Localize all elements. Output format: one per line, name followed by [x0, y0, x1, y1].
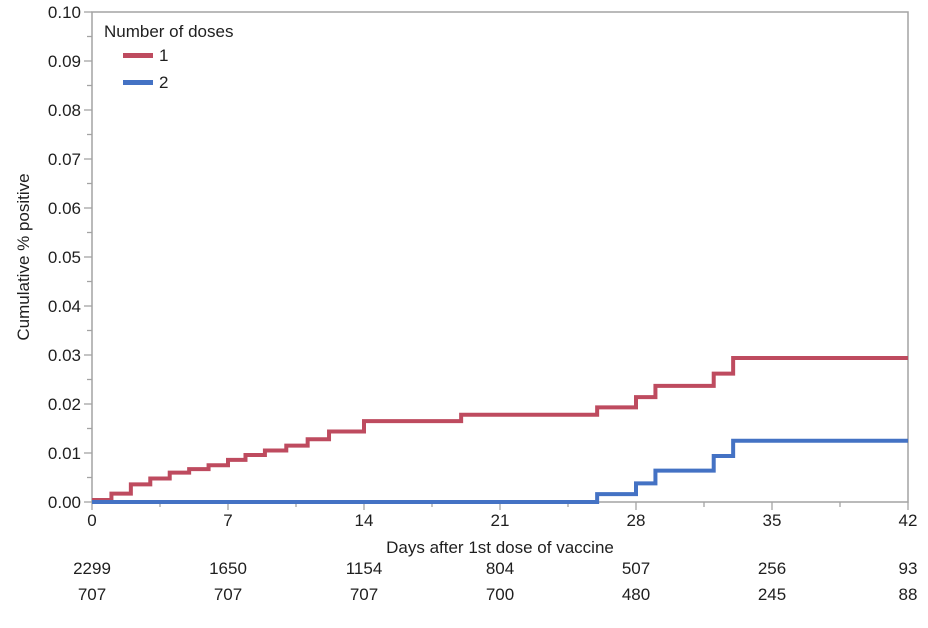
x-tick-label: 21 [491, 511, 510, 530]
at-risk-count-doses-2: 88 [899, 585, 918, 604]
legend-line-swatch [123, 53, 153, 58]
at-risk-count-doses-1: 507 [622, 559, 650, 578]
y-tick-label: 0.05 [48, 248, 81, 267]
at-risk-count-doses-2: 707 [350, 585, 378, 604]
legend-entry-doses-1: 1 [104, 42, 233, 69]
legend-title: Number of doses [104, 22, 234, 41]
y-tick-label: 0.06 [48, 199, 81, 218]
x-tick-label: 35 [763, 511, 782, 530]
at-risk-count-doses-2: 245 [758, 585, 786, 604]
series-lines [92, 355, 908, 504]
y-tick-label: 0.07 [48, 150, 81, 169]
at-risk-count-doses-2: 480 [622, 585, 650, 604]
x-axis-title: Days after 1st dose of vaccine [386, 538, 614, 557]
at-risk-count-doses-2: 700 [486, 585, 514, 604]
legend-entry-doses-2: 2 [104, 69, 233, 96]
at-risk-count-doses-1: 804 [486, 559, 514, 578]
y-tick-label: 0.09 [48, 52, 81, 71]
legend-entry-label: 2 [159, 72, 169, 92]
x-tick-label: 42 [899, 511, 918, 530]
y-tick-label: 0.08 [48, 101, 81, 120]
at-risk-count-doses-2: 707 [78, 585, 106, 604]
axis-tick-labels: 0 7 14 21 28 35 420.000.010.020.030.040.050.06… [48, 3, 918, 530]
series-line-doses-1 [92, 355, 908, 503]
y-tick-label: 0.10 [48, 3, 81, 22]
x-tick-label: 14 [355, 511, 374, 530]
legend-entry-label: 1 [159, 45, 169, 65]
axis-ticks [84, 11, 909, 510]
y-tick-label: 0.02 [48, 395, 81, 414]
at-risk-count-doses-1: 2299 [73, 559, 111, 578]
at-risk-count-doses-2: 707 [214, 585, 242, 604]
x-tick-label: 7 [223, 511, 232, 530]
y-tick-label: 0.04 [48, 297, 81, 316]
at-risk-count-doses-1: 1154 [346, 559, 383, 578]
at-risk-count-doses-1: 256 [758, 559, 786, 578]
x-tick-label: 0 [87, 511, 96, 530]
at-risk-count-doses-1: 1650 [209, 559, 247, 578]
y-axis-title: Cumulative % positive [14, 173, 33, 340]
legend-line-swatch [123, 80, 153, 85]
series-line-doses-2 [92, 438, 908, 504]
y-tick-label: 0.01 [48, 444, 81, 463]
x-tick-label: 28 [627, 511, 646, 530]
y-tick-label: 0.00 [48, 493, 81, 512]
at-risk-count-doses-1: 93 [899, 559, 918, 578]
number-at-risk-table: 2299 1650 1154 804 507 256 93 707 707 707 700 480 24… [73, 559, 917, 604]
y-tick-label: 0.03 [48, 346, 81, 365]
